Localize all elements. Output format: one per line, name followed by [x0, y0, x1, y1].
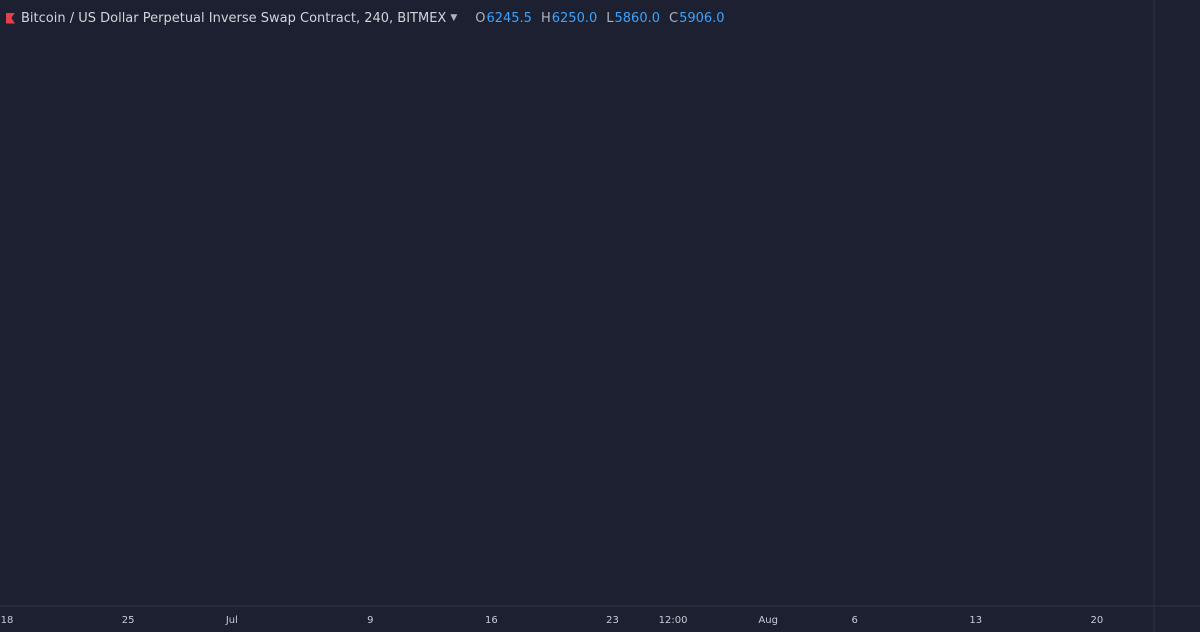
ohlc-values: O6245.5 H6250.0 L5860.0 C5906.0 — [475, 11, 724, 26]
exchange-flag-icon — [6, 12, 15, 24]
ohlc-open: O6245.5 — [475, 10, 532, 26]
ohlc-low: L5860.0 — [606, 10, 660, 26]
price-axis[interactable]: 8600.08400.08200.08000.07800.07600.07400… — [1153, 0, 1197, 632]
time-axis-label: 23 — [606, 615, 619, 626]
symbol-title[interactable]: Bitcoin / US Dollar Perpetual Inverse Sw… — [21, 10, 447, 26]
time-axis-label: 6 — [852, 615, 858, 626]
chart-header: Bitcoin / US Dollar Perpetual Inverse Sw… — [6, 8, 725, 28]
time-axis-label: Jul — [225, 615, 238, 626]
time-axis-label: 18 — [1, 615, 14, 626]
time-axis-label: 12:00 — [659, 615, 688, 626]
ohlc-close: C5906.0 — [669, 10, 725, 26]
time-axis-label: 16 — [485, 615, 498, 626]
time-axis-label: 9 — [367, 615, 373, 626]
time-axis-label: 25 — [122, 615, 135, 626]
time-axis-label: 20 — [1091, 615, 1104, 626]
chevron-down-icon[interactable]: ▼ — [450, 13, 458, 23]
time-axis-label: 13 — [969, 615, 982, 626]
time-axis-label: Aug — [758, 615, 778, 626]
time-axis[interactable]: 18 25 Jul 9 16 23 12:00 Aug 6 13 20 — [0, 605, 1200, 626]
ohlc-high: H6250.0 — [540, 10, 598, 26]
